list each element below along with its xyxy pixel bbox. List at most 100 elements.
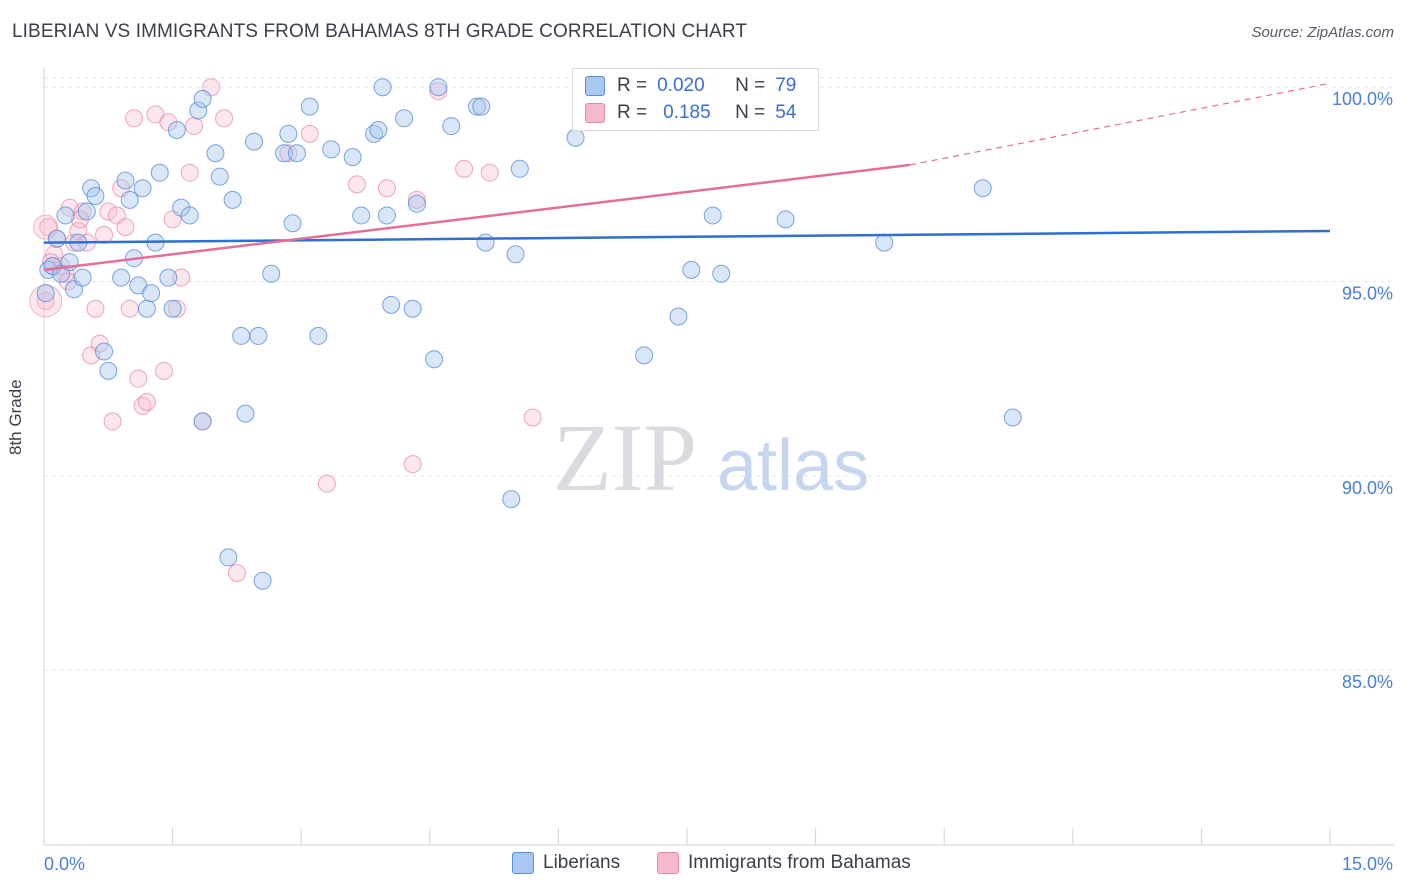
n-value: 54 xyxy=(775,102,797,123)
bahamas-trend-extension xyxy=(909,82,1331,166)
liberians-point xyxy=(163,299,182,318)
legend-label-bahamas: Immigrants from Bahamas xyxy=(688,852,911,873)
liberians-point xyxy=(120,190,139,209)
bahamas-point xyxy=(377,179,396,198)
liberians-point xyxy=(973,179,992,198)
grid-lines xyxy=(44,77,1395,671)
bahamas-point xyxy=(403,455,422,474)
bahamas-point xyxy=(33,214,59,240)
liberians-point xyxy=(382,295,401,314)
liberians-point xyxy=(300,97,319,116)
liberians-point xyxy=(703,206,722,225)
bahamas-point xyxy=(137,392,156,411)
bahamas-point xyxy=(185,117,204,136)
liberians-point xyxy=(47,229,66,248)
y-tick-label: 85.0% xyxy=(1342,672,1393,692)
liberians-swatch xyxy=(585,76,605,96)
r-value: 0.020 xyxy=(657,75,705,96)
legend-swatch-bahamas xyxy=(657,852,679,874)
bahamas-point xyxy=(120,299,139,318)
liberians-point xyxy=(875,233,894,252)
liberians-point xyxy=(137,299,156,318)
stats-row-liberians: R = 0.020 N = 79 xyxy=(585,74,796,98)
liberians-point xyxy=(1003,408,1022,427)
liberians-point xyxy=(150,163,169,182)
liberians-point xyxy=(159,268,178,287)
liberians-point xyxy=(189,101,208,120)
liberians-point xyxy=(429,78,448,97)
liberians-point xyxy=(403,299,422,318)
n-label: N = xyxy=(735,75,766,96)
liberians-point xyxy=(467,97,486,116)
liberians-point xyxy=(275,144,294,163)
y-tick-label: 95.0% xyxy=(1342,284,1393,304)
legend-label-liberians: Liberians xyxy=(543,852,621,873)
liberians-point xyxy=(669,307,688,326)
liberians-point xyxy=(73,268,92,287)
liberians-point xyxy=(77,202,96,221)
liberians-point xyxy=(249,326,268,345)
liberians-point xyxy=(142,284,161,303)
bahamas-point xyxy=(347,175,366,194)
legend-item-liberians[interactable]: Liberians xyxy=(512,852,620,874)
liberians-point xyxy=(442,117,461,136)
bahamas-point xyxy=(99,202,118,221)
r-label: R = xyxy=(617,102,648,123)
bahamas-point xyxy=(180,163,199,182)
liberians-point xyxy=(510,159,529,178)
liberians-point xyxy=(116,171,135,190)
bahamas-point xyxy=(103,412,122,431)
n-value: 79 xyxy=(775,75,797,96)
liberians-point xyxy=(133,179,152,198)
liberians-point xyxy=(245,132,264,151)
bahamas-point xyxy=(407,190,426,209)
liberians-point xyxy=(210,167,229,186)
liberians-point xyxy=(236,404,255,423)
liberians-point xyxy=(95,342,114,361)
liberians-point xyxy=(180,206,199,225)
liberians-point xyxy=(193,412,212,431)
bahamas-trend-line xyxy=(43,163,911,272)
watermark: ZIP atlas xyxy=(553,404,869,511)
liberians-point xyxy=(223,190,242,209)
liberians-point xyxy=(279,124,298,143)
legend-item-bahamas[interactable]: Immigrants from Bahamas xyxy=(657,852,911,874)
bottom-legend: Liberians Immigrants from Bahamas xyxy=(0,852,1406,878)
bahamas-point xyxy=(129,369,148,388)
liberians-points xyxy=(36,78,1022,590)
liberians-point xyxy=(712,264,731,283)
y-tick-label: 100.0% xyxy=(1332,89,1393,109)
bahamas-point xyxy=(480,163,499,182)
bahamas-point xyxy=(215,109,234,128)
liberians-point xyxy=(635,346,654,365)
bahamas-point xyxy=(95,225,114,244)
x-tick-label-min: 0.0% xyxy=(44,854,85,874)
bahamas-point xyxy=(172,268,191,287)
liberians-point xyxy=(369,120,388,139)
r-value: 0.185 xyxy=(663,102,711,123)
trend-lines xyxy=(43,82,1331,272)
bahamas-point xyxy=(86,299,105,318)
liberians-point xyxy=(506,245,525,264)
tick-labels: 85.0% 90.0% 95.0% 100.0% 0.0% 15.0% xyxy=(44,89,1393,874)
liberians-point xyxy=(36,284,55,303)
liberians-point xyxy=(407,194,426,213)
legend-swatch-liberians xyxy=(512,852,534,874)
liberians-point xyxy=(193,89,212,108)
liberians-point xyxy=(287,144,306,163)
liberians-point xyxy=(232,326,251,345)
bahamas-swatch xyxy=(585,103,605,123)
watermark-zip: ZIP xyxy=(553,404,697,511)
liberians-point xyxy=(56,206,75,225)
bahamas-point xyxy=(36,291,55,310)
bahamas-point xyxy=(155,361,174,380)
y-axis-label: 8th Grade xyxy=(6,379,25,455)
liberians-point xyxy=(99,361,118,380)
bahamas-point xyxy=(167,299,186,318)
stats-legend: R = 0.020 N = 79 R = 0.185 N = 54 xyxy=(572,68,819,131)
liberians-point xyxy=(343,148,362,167)
liberians-point xyxy=(476,233,495,252)
bahamas-point xyxy=(455,159,474,178)
bahamas-point xyxy=(227,563,246,582)
